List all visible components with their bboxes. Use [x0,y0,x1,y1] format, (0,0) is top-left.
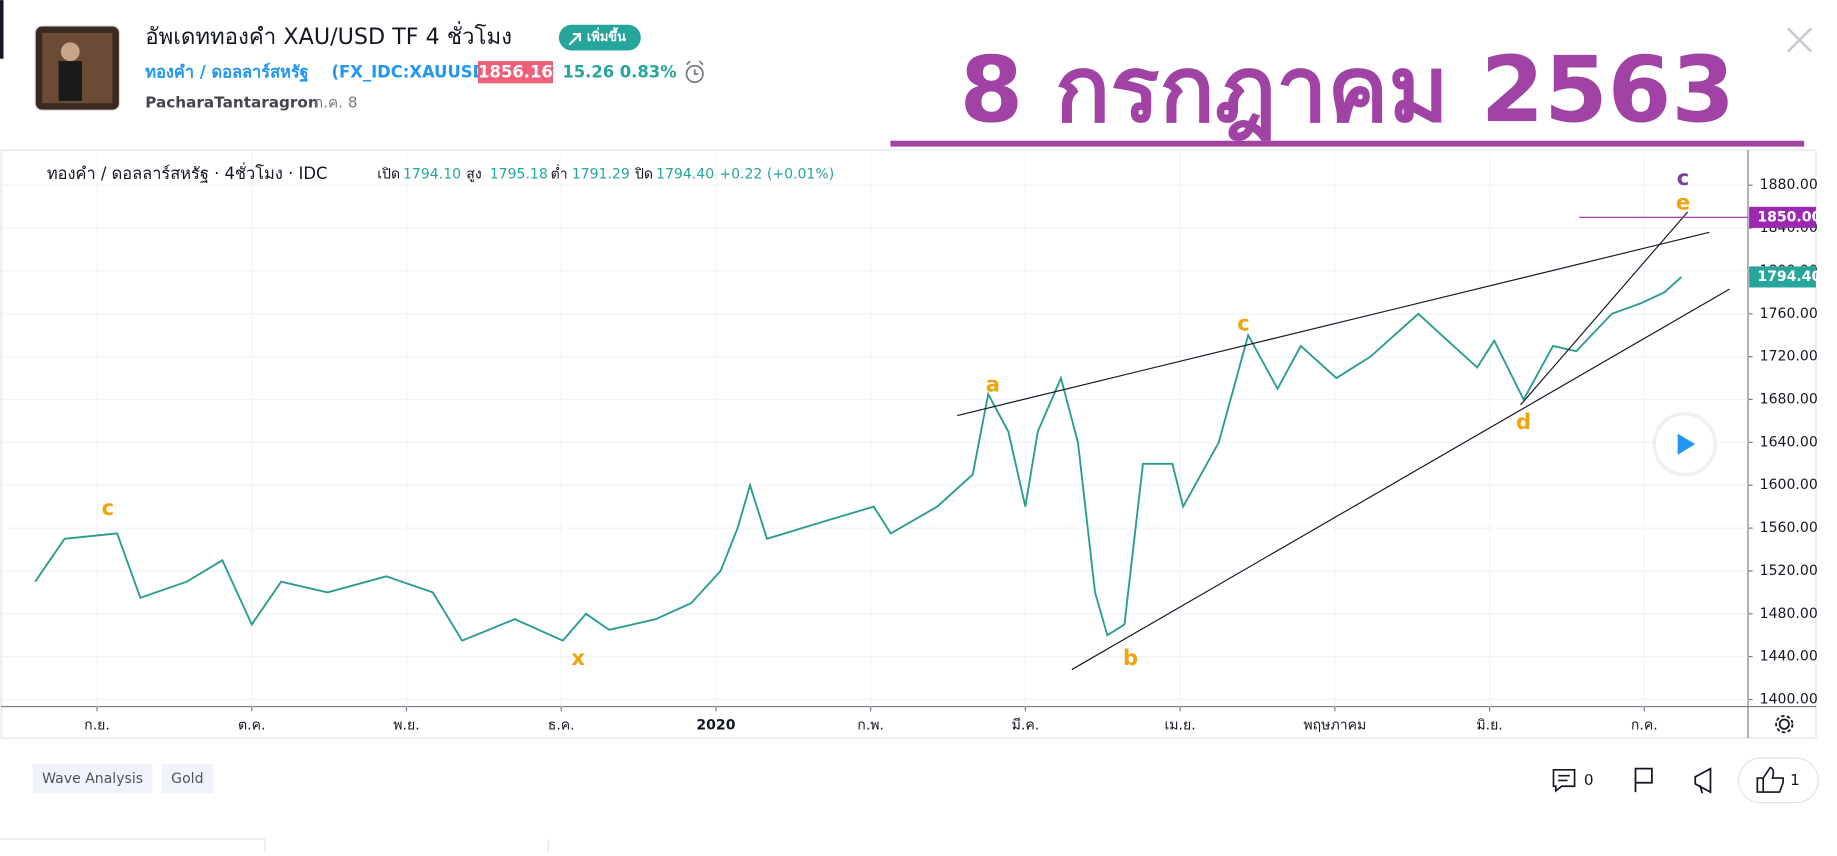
x-tick-label: 2020 [696,717,735,733]
publish-date: ก.ค. 8 [314,94,358,112]
x-tick-label: ก.พ. [857,717,884,733]
play-button[interactable] [1652,411,1717,477]
ohlc: เปิด 1794.10 สูง 1795.18 ต่ำ 1791.29 ปิด… [377,165,834,183]
wave-label: e [1676,189,1690,214]
avatar[interactable] [34,25,121,111]
wave-label: c [102,495,115,520]
open-label: เปิด [377,167,400,183]
x-tick-label: เม.ย. [1165,717,1196,733]
y-tick-label: 1600.00 [1760,477,1818,493]
wave-label: c [1237,311,1250,336]
tag-label: Gold [171,771,203,787]
x-tick-label: ก.ค. [1631,717,1658,733]
trend-line [1520,211,1689,406]
x-tick-label: พฤษภาคม [1303,717,1366,733]
legend-change: +0.22 (+0.01%) [719,167,834,183]
y-tick-label: 1400.00 [1760,692,1818,708]
price-badge [477,61,553,84]
y-tick-label: 1760.00 [1760,306,1818,322]
low: 1791.29 [572,167,630,183]
symbol-name[interactable]: ทองคำ / ดอลลาร์สหรัฐ [145,62,308,82]
comment-button[interactable]: 0 [1552,769,1594,793]
high-label: สูง [466,167,481,183]
price-line [34,276,1683,642]
wave-label: x [571,645,585,670]
share-icon[interactable] [1694,767,1712,794]
y-tick-label: 1520.00 [1760,563,1818,579]
close-icon[interactable] [1786,27,1813,53]
price-label: 1794.40 [1757,269,1821,285]
y-tick-label: 1560.00 [1760,520,1818,536]
banner-underline [890,140,1805,147]
price-label-box [1749,206,1816,228]
trend-line [957,231,1710,417]
tags: Wave Analysis Gold [32,763,213,794]
banner: 8 กรกฎาคม 2563 [960,36,1735,143]
y-tick-label: 1480.00 [1760,606,1818,622]
y-tick-label: 1720.00 [1760,349,1818,365]
open: 1794.10 [403,167,461,183]
legend-symbol: ทองคำ / ดอลลาร์สหรัฐ · 4ชั่วโมง · IDC [47,162,328,183]
price: 1856.16 [478,62,553,81]
high: 1795.18 [490,167,548,183]
like-button[interactable]: 1 [1738,757,1819,804]
trend-label: เพิ่มขึ้น [587,27,626,45]
alarm-icon[interactable] [685,60,704,84]
change-percent: 0.83% [620,62,677,81]
idea-title: อัพเดททองคำ XAU/USD TF 4 ชั่วโมง [145,21,512,50]
close-label: ปิด [635,167,654,183]
x-tick-label: มิ.ย. [1476,717,1502,733]
trend-button[interactable]: เพิ่มขึ้น [558,24,641,51]
comments-count: 0 [1584,771,1594,789]
trend-line [1071,288,1730,671]
edge [0,0,4,59]
price-label-box [1749,266,1816,288]
likes-count: 1 [1790,771,1800,789]
y-tick-label: 1680.00 [1760,392,1818,408]
tag[interactable] [161,763,213,794]
x-tick-label: ก.ย. [84,717,110,733]
close: 1794.40 [656,167,714,183]
y-tick-label: 1440.00 [1760,649,1818,665]
x-tick-label: ต.ค. [238,717,265,733]
x-tick-label: ธ.ค. [548,717,575,733]
tag[interactable] [32,763,153,794]
wave-label: d [1516,409,1531,434]
wave-label: b [1123,645,1138,670]
y-tick-label: 1640.00 [1760,434,1818,450]
x-tick-label: มี.ค. [1012,717,1040,733]
chart-frame [0,149,1817,739]
wave-label: c [1677,165,1690,190]
low-label: ต่ำ [551,165,568,183]
price-label: 1850.00 [1757,209,1821,225]
y-tick-label: 1880.00 [1760,177,1818,193]
change: 15.26 [562,62,614,81]
flag-icon[interactable] [1634,767,1653,793]
x-tick-label: พ.ย. [393,717,419,733]
tag-label: Wave Analysis [42,771,143,787]
symbol-code[interactable]: (FX_IDC:XAUUSD) [332,62,494,81]
wave-label: a [986,372,1000,397]
settings-icon[interactable] [1775,715,1794,734]
author[interactable]: PacharaTantaragron [145,94,318,112]
